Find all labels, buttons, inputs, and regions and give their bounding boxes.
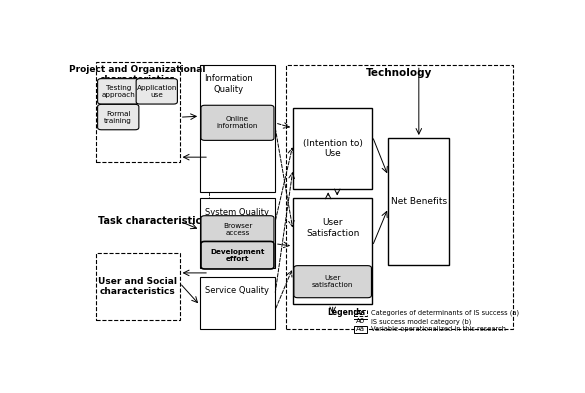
Text: A0: A0 <box>356 318 365 324</box>
Bar <box>200 198 275 268</box>
Bar <box>293 198 373 304</box>
Text: Task characteristics: Task characteristics <box>98 216 207 226</box>
Text: Aa: Aa <box>356 327 365 332</box>
Text: Formal
training: Formal training <box>104 110 132 123</box>
Text: Browser
access: Browser access <box>223 223 252 236</box>
FancyBboxPatch shape <box>201 216 274 243</box>
Text: Online
information: Online information <box>217 116 258 129</box>
Text: Information
Quality: Information Quality <box>205 74 253 94</box>
Text: Categories of determinants of IS success (a): Categories of determinants of IS success… <box>370 310 519 316</box>
Text: Service Quality: Service Quality <box>205 286 269 295</box>
Text: Project and Organizational
characteristics: Project and Organizational characteristi… <box>70 65 206 84</box>
Text: Application
use: Application use <box>136 85 177 98</box>
Bar <box>200 65 275 193</box>
Text: System Quality: System Quality <box>205 208 269 217</box>
Text: User
satisfaction: User satisfaction <box>312 275 353 288</box>
Text: Development
effort: Development effort <box>210 248 264 262</box>
FancyBboxPatch shape <box>294 266 371 298</box>
Bar <box>355 310 367 316</box>
Text: User
Satisfaction: User Satisfaction <box>306 219 359 238</box>
Bar <box>293 108 373 189</box>
Text: Testing
approach: Testing approach <box>101 85 135 98</box>
FancyBboxPatch shape <box>98 105 139 130</box>
Text: Legend:: Legend: <box>327 308 362 317</box>
Bar <box>355 326 367 333</box>
Text: Net Benefits: Net Benefits <box>391 197 447 206</box>
Text: Aa: Aa <box>356 310 366 316</box>
Text: Variable operationalized in this research: Variable operationalized in this researc… <box>370 327 505 332</box>
Bar <box>96 62 180 162</box>
FancyBboxPatch shape <box>201 105 274 140</box>
Bar <box>96 253 180 320</box>
FancyBboxPatch shape <box>201 241 274 269</box>
Bar <box>286 65 513 329</box>
Text: Technology: Technology <box>366 68 433 78</box>
Bar <box>200 277 275 329</box>
Text: IS success model category (b): IS success model category (b) <box>370 318 471 325</box>
FancyBboxPatch shape <box>98 79 139 104</box>
Text: User and Social
characteristics: User and Social characteristics <box>98 277 177 296</box>
FancyBboxPatch shape <box>136 79 177 104</box>
Text: (Intention to)
Use: (Intention to) Use <box>303 139 363 158</box>
Bar <box>388 138 449 265</box>
